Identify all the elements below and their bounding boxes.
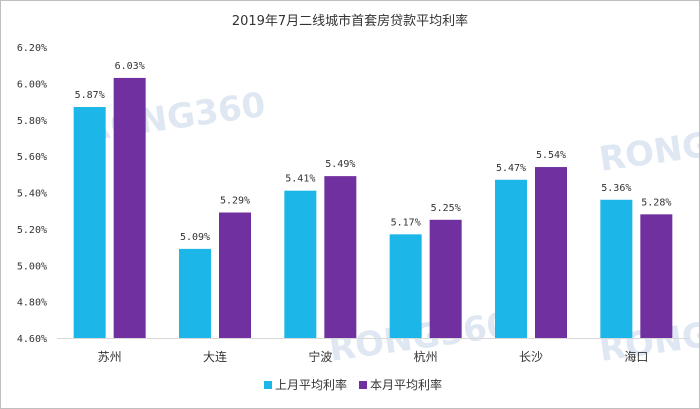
legend-swatch: [264, 381, 272, 389]
bar-this-month: [113, 77, 146, 338]
watermark-text: RONG360: [82, 85, 268, 150]
x-tick-label: 宁波: [308, 349, 332, 364]
bar-this-month: [219, 212, 251, 338]
bar-last-month: [495, 179, 527, 338]
x-tick-label: 海口: [624, 349, 648, 364]
x-tick-label: 苏州: [98, 350, 122, 364]
y-tick-label: 6.00%: [17, 79, 47, 90]
data-label: 5.36%: [601, 183, 631, 194]
bar-last-month: [284, 190, 317, 338]
y-tick-label: 4.80%: [17, 298, 47, 309]
x-tick-label: 长沙: [519, 350, 543, 364]
watermark-text: RONG360: [597, 115, 699, 180]
data-label: 5.87%: [75, 90, 105, 101]
legend-label: 上月平均利率: [275, 377, 347, 392]
bar-last-month: [73, 107, 106, 338]
bar-last-month: [389, 234, 422, 338]
data-label: 5.28%: [641, 197, 671, 208]
data-label: 5.29%: [220, 196, 250, 207]
y-tick-label: 5.40%: [17, 189, 47, 200]
data-label: 5.49%: [325, 159, 355, 170]
bar-this-month: [640, 214, 673, 338]
bar-this-month: [324, 176, 357, 338]
data-label: 5.47%: [496, 163, 526, 174]
bar-this-month: [535, 167, 567, 338]
bar-this-month: [429, 219, 462, 338]
x-tick-label: 杭州: [414, 349, 438, 364]
y-tick-label: 5.80%: [17, 116, 47, 127]
data-label: 5.17%: [391, 217, 421, 228]
x-tick-label: 大连: [203, 349, 227, 364]
y-tick-label: 4.60%: [17, 334, 47, 345]
bar-last-month: [600, 199, 633, 338]
data-label: 5.41%: [285, 174, 315, 185]
y-tick-label: 5.60%: [17, 152, 47, 163]
bar-last-month: [179, 248, 211, 338]
data-label: 5.09%: [180, 232, 210, 243]
y-tick-label: 6.20%: [17, 43, 47, 54]
data-label: 6.03%: [115, 61, 145, 72]
legend-swatch: [359, 381, 367, 389]
data-label: 5.25%: [431, 203, 461, 214]
legend-label: 本月平均利率: [370, 377, 442, 392]
y-tick-label: 5.20%: [17, 225, 47, 236]
y-tick-label: 5.00%: [17, 261, 47, 272]
data-label: 5.54%: [536, 150, 566, 161]
chart-title: 2019年7月二线城市首套房贷款平均利率: [232, 13, 468, 29]
